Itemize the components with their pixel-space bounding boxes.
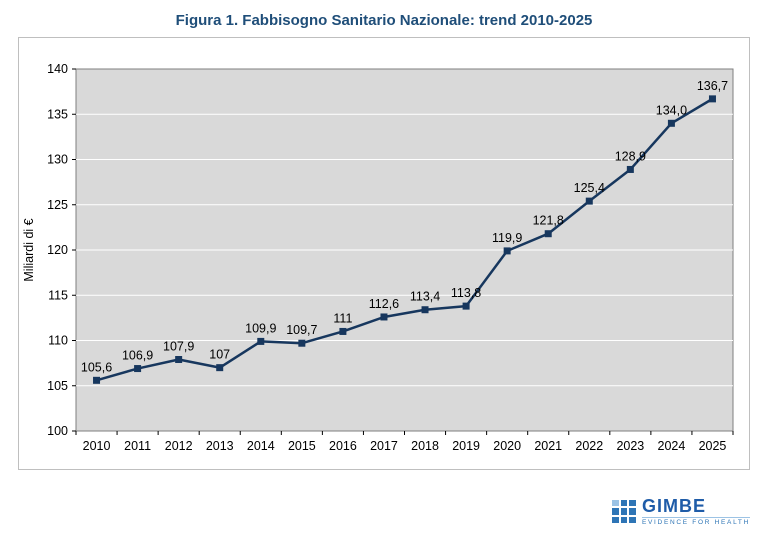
svg-text:2014: 2014: [247, 439, 275, 453]
svg-text:2019: 2019: [452, 439, 480, 453]
logo-text: GIMBE: [641, 496, 706, 516]
svg-text:107: 107: [209, 348, 230, 362]
svg-text:128,9: 128,9: [615, 149, 646, 163]
svg-text:2012: 2012: [165, 439, 193, 453]
svg-text:2018: 2018: [411, 439, 439, 453]
figure-title: Figura 1. Fabbisogno Sanitario Nazionale…: [175, 12, 593, 29]
gimbe-logo-icon: [611, 499, 636, 524]
svg-text:2023: 2023: [616, 439, 644, 453]
svg-text:2017: 2017: [370, 439, 398, 453]
svg-text:2022: 2022: [575, 439, 603, 453]
svg-text:105: 105: [47, 379, 68, 393]
svg-text:113,4: 113,4: [410, 290, 440, 304]
svg-text:136,7: 136,7: [697, 79, 728, 93]
svg-text:125,4: 125,4: [574, 181, 605, 195]
svg-text:121,8: 121,8: [533, 214, 564, 228]
svg-text:2010: 2010: [83, 439, 111, 453]
svg-text:2015: 2015: [288, 439, 316, 453]
page: Figura 1. Fabbisogno Sanitario Nazionale…: [0, 12, 768, 534]
svg-text:125: 125: [47, 198, 68, 212]
svg-text:134,0: 134,0: [656, 103, 687, 117]
svg-text:107,9: 107,9: [163, 340, 194, 354]
svg-text:110: 110: [48, 334, 68, 348]
svg-text:111: 111: [333, 311, 352, 325]
svg-text:135: 135: [47, 107, 68, 121]
svg-text:2025: 2025: [699, 439, 727, 453]
svg-text:2021: 2021: [534, 439, 562, 453]
svg-text:119,9: 119,9: [492, 231, 522, 245]
svg-text:2020: 2020: [493, 439, 521, 453]
svg-text:109,7: 109,7: [286, 323, 317, 337]
svg-text:2011: 2011: [124, 439, 151, 453]
svg-text:2024: 2024: [658, 439, 686, 453]
svg-text:115: 115: [48, 288, 68, 302]
svg-text:2016: 2016: [329, 439, 357, 453]
svg-text:130: 130: [47, 153, 68, 167]
svg-text:140: 140: [47, 62, 68, 76]
line-chart: 100 105 110 115 120 125 130 135 140 2010 2011 2012 2…: [22, 62, 734, 453]
svg-text:109,9: 109,9: [245, 321, 276, 335]
svg-text:Miliardi di €: Miliardi di €: [22, 218, 36, 281]
svg-text:2013: 2013: [206, 439, 234, 453]
svg-text:112,6: 112,6: [369, 297, 399, 311]
svg-text:113,8: 113,8: [451, 286, 481, 300]
svg-text:105,6: 105,6: [81, 360, 112, 374]
svg-text:100: 100: [47, 424, 68, 438]
svg-text:106,9: 106,9: [122, 349, 153, 363]
svg-text:120: 120: [47, 243, 68, 257]
chart-frame: 100 105 110 115 120 125 130 135 140 2010 2011 2012 2…: [18, 37, 750, 470]
